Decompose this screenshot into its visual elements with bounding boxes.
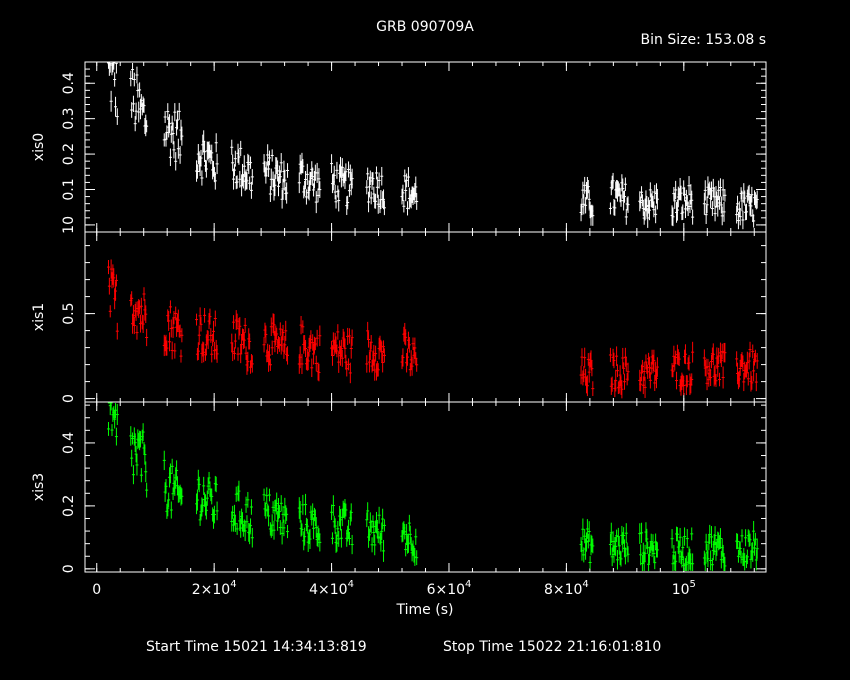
segment (162, 102, 184, 171)
y-tick-label: 0.1 (61, 178, 77, 200)
stop-time-label: Stop Time 15022 21:16:01:810 (443, 639, 661, 655)
segment (262, 144, 290, 209)
segment (129, 287, 149, 347)
y-axis-label-xis3: xis3 (31, 473, 47, 501)
x-tick-label: 8×104 (544, 579, 589, 598)
segment (365, 166, 386, 216)
segment (262, 487, 290, 545)
segment (638, 522, 659, 571)
segment (365, 321, 386, 381)
segment (230, 139, 254, 199)
series-xis3 (106, 402, 759, 571)
segment (297, 493, 322, 552)
segment (162, 450, 184, 519)
segment (330, 495, 354, 555)
segment (638, 182, 659, 228)
segment (230, 480, 254, 548)
segment (608, 346, 630, 399)
y-axis-label-xis1: xis1 (31, 303, 47, 331)
bin-size-label: Bin Size: 153.08 s (641, 32, 766, 48)
segment (106, 402, 119, 446)
segment (400, 322, 419, 377)
segment (262, 313, 290, 372)
x-tick-label: 4×104 (309, 579, 354, 598)
panel-frame (84, 401, 767, 573)
panel-xis1: 0 0.5 xis1 (31, 231, 767, 403)
panel-xis0: 10 0.1 0.2 0.3 0.4 xis0 (31, 61, 767, 234)
segment (608, 172, 630, 225)
y-tick-label: 0.4 (61, 432, 77, 454)
segment (579, 176, 595, 226)
panel-frame (84, 61, 767, 233)
segment (702, 342, 727, 391)
segment (735, 341, 759, 392)
x-tick-label: 105 (672, 579, 696, 598)
segment (106, 259, 119, 340)
segment (735, 183, 759, 230)
y-tick-label: 0.2 (61, 495, 77, 517)
segment (579, 518, 595, 569)
segment (702, 524, 727, 571)
segment (297, 316, 322, 382)
segment (702, 176, 727, 226)
x-tick-label: 0 (92, 582, 101, 598)
segment (400, 167, 419, 216)
chart-title: GRB 090709A (376, 19, 474, 35)
segment (162, 300, 184, 363)
segment (106, 62, 119, 125)
segment (195, 130, 219, 190)
y-tick-label: 0.5 (61, 302, 77, 324)
y-axis-label-xis0: xis0 (31, 133, 47, 161)
y-tick-label: 10 (61, 216, 77, 234)
panel-group: 10 0.1 0.2 0.3 0.4 xis0 0 0.5 xis1 0 0.2 0.4 xis3 (31, 61, 767, 573)
segment (129, 63, 149, 137)
y-tick-label: 0.4 (61, 72, 77, 94)
x-tick-label: 6×104 (427, 579, 472, 598)
segment (670, 526, 695, 571)
segment (129, 423, 149, 498)
y-tick-label: 0.3 (61, 108, 77, 130)
y-tick-label: 0 (61, 564, 77, 573)
segment (195, 307, 219, 364)
segment (608, 522, 630, 570)
x-axis-label: Time (s) (396, 602, 454, 618)
segment (638, 349, 659, 398)
x-tick-label: 2×104 (192, 579, 237, 598)
panel-xis3: 0 0.2 0.4 xis3 (31, 401, 767, 573)
segment (670, 176, 695, 227)
segment (330, 154, 354, 215)
y-tick-label: 0 (61, 394, 77, 403)
segment (579, 347, 595, 397)
x-axis: 0 2×104 4×104 6×104 8×104 105 (92, 579, 696, 598)
series-xis0 (106, 62, 759, 230)
y-tick-label: 0.2 (61, 143, 77, 165)
segment (735, 520, 759, 571)
start-time-label: Start Time 15021 14:34:13:819 (146, 639, 367, 655)
panel-frame (84, 231, 767, 403)
segment (400, 514, 419, 566)
segment (195, 469, 219, 529)
segment (365, 502, 386, 562)
segment (330, 324, 354, 384)
segment (230, 310, 254, 375)
series-xis1 (106, 259, 759, 399)
segment (297, 152, 322, 214)
segment (670, 341, 695, 396)
